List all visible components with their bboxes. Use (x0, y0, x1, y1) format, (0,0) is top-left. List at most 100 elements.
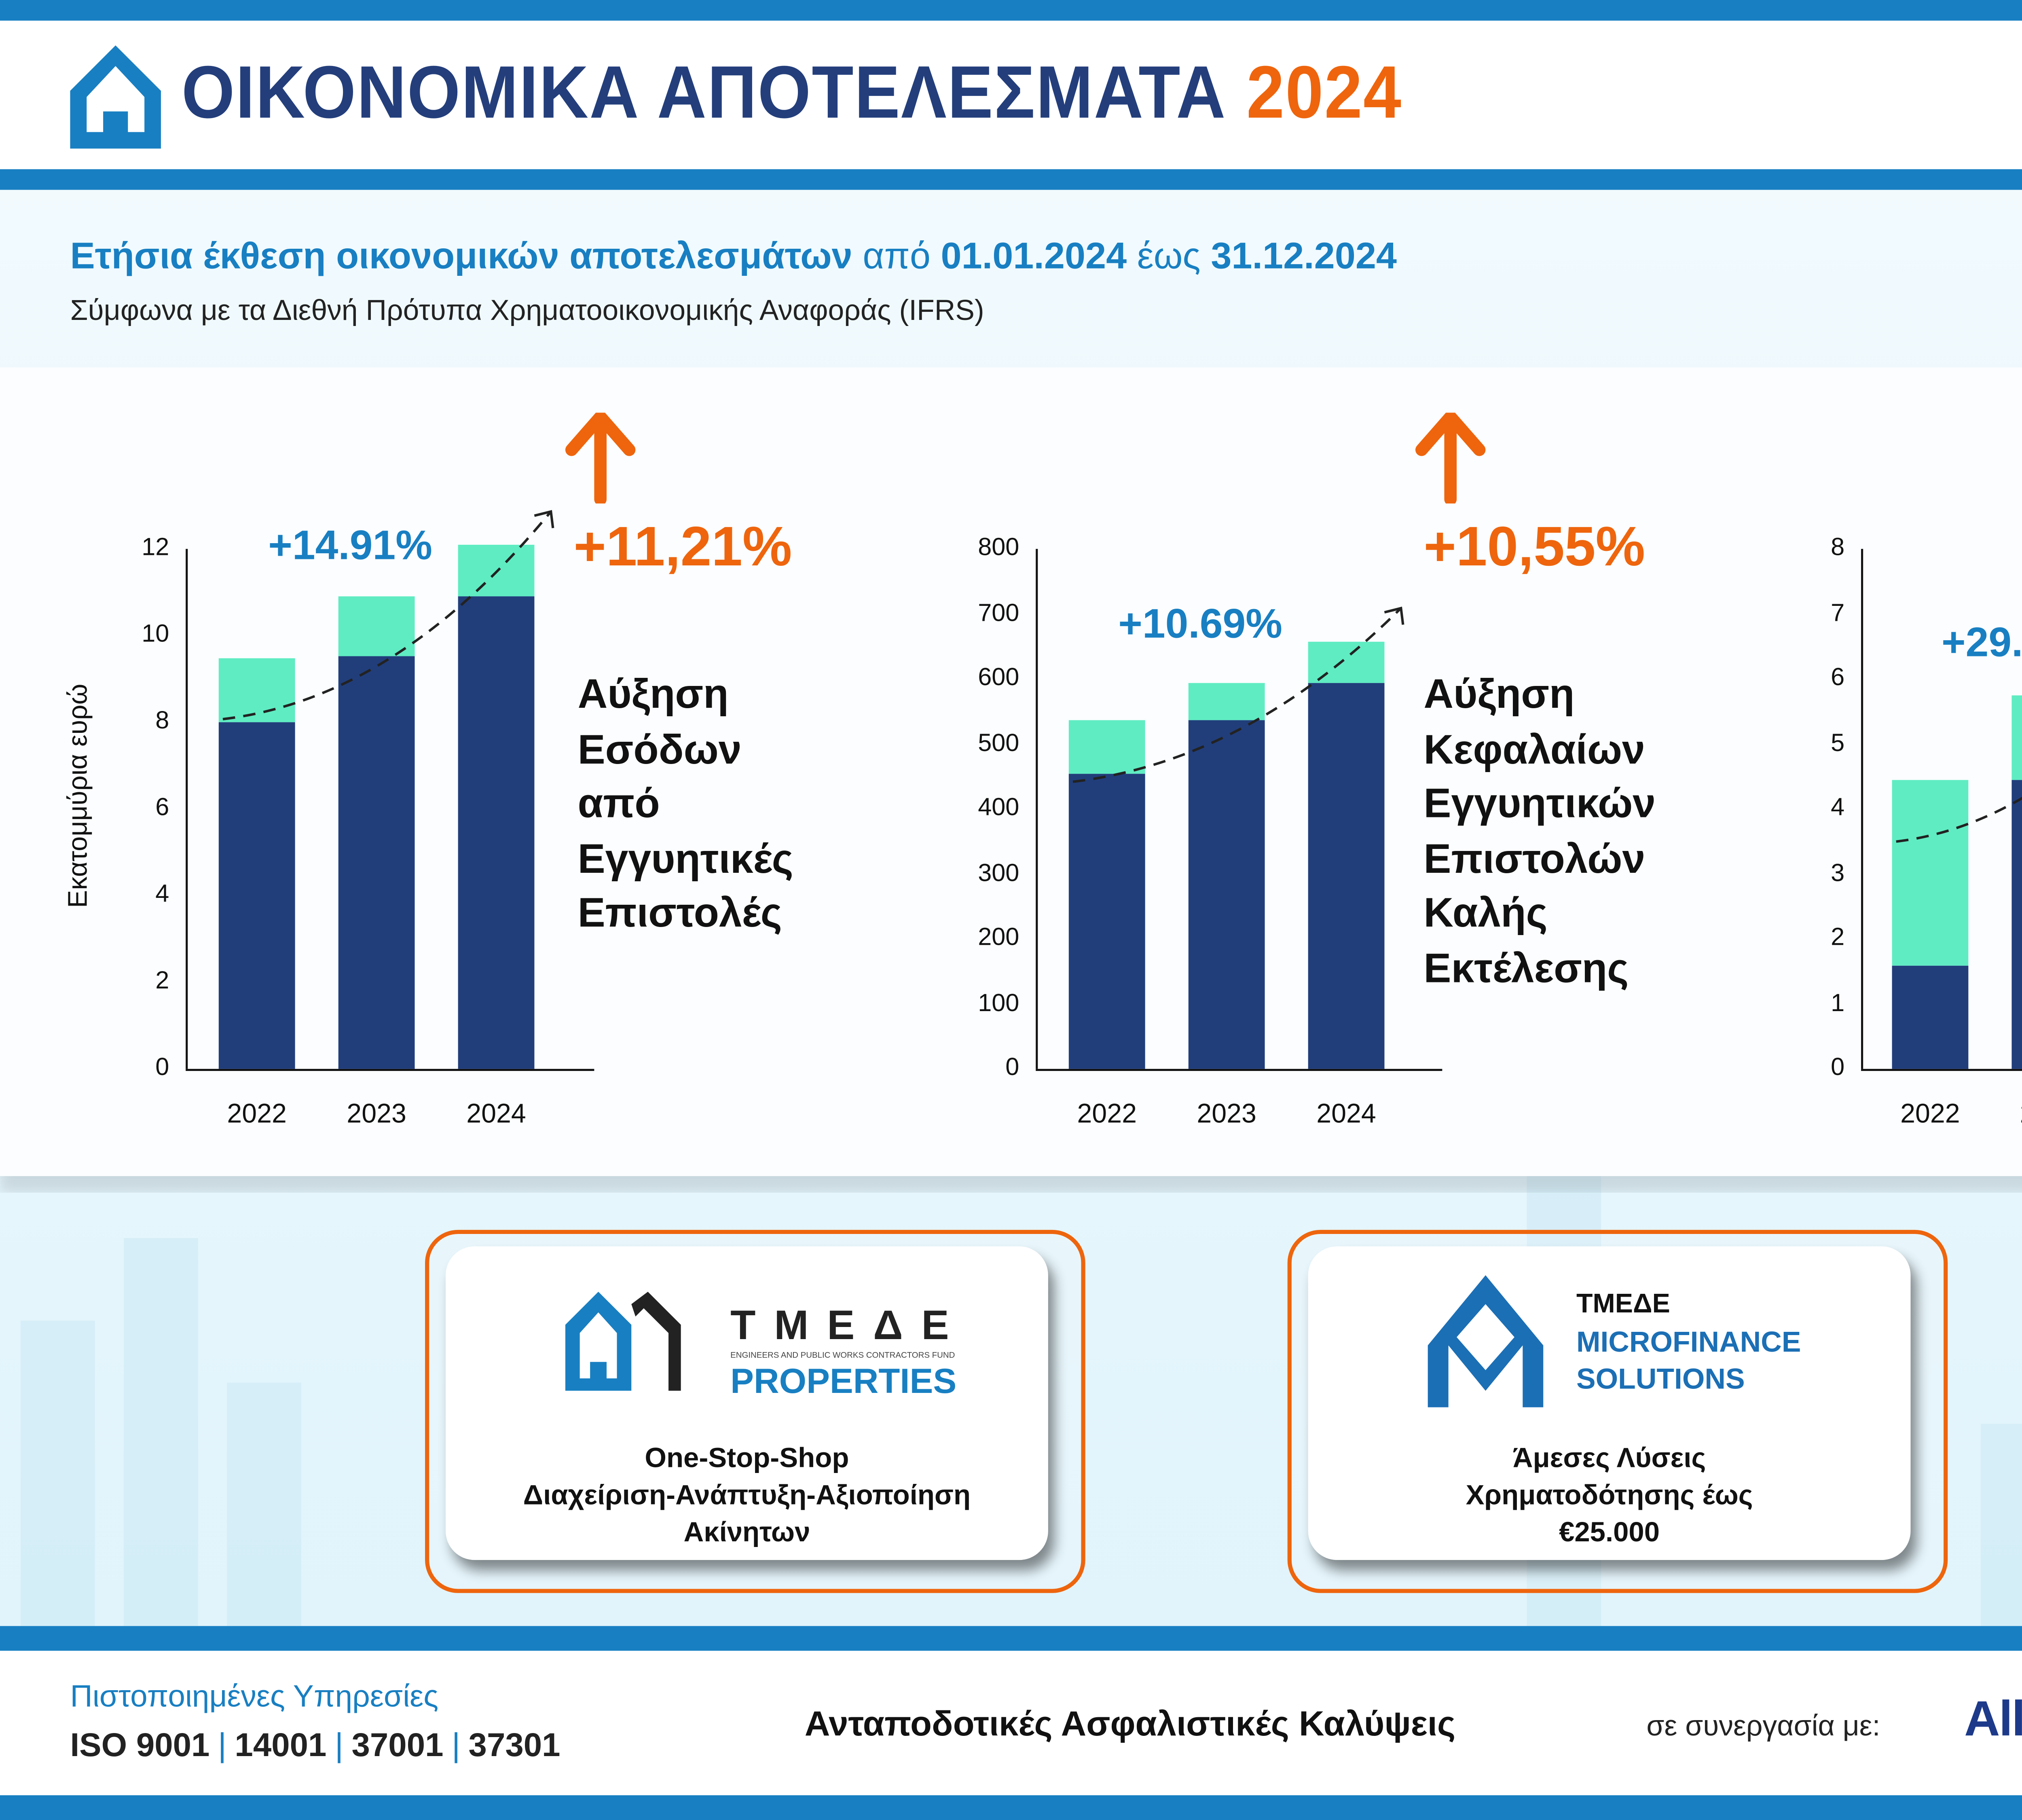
bar-2023 (1188, 682, 1265, 1069)
y-tick-label: 6 (1831, 662, 1845, 692)
bar-segment-base (338, 657, 415, 1069)
properties-logo-sub: PROPERTIES (730, 1362, 957, 1401)
bar-segment-increase (1892, 779, 1969, 965)
bar-segment-increase (338, 596, 415, 657)
y-tick-label: 0 (155, 1052, 169, 1081)
bar-segment-increase (1068, 720, 1145, 773)
bar-2022 (1068, 720, 1145, 1069)
chart-description: Αύξηση Εσόδων από Εγγυητικές Επιστολές (577, 673, 793, 937)
title-year: 2024 (1246, 49, 1402, 134)
x-tick-label: 2022 (1900, 1098, 1960, 1129)
cagr-label: +29.73% (1942, 621, 2022, 667)
y-tick-label: 10 (142, 619, 169, 648)
y-tick-label: 2 (1831, 922, 1845, 952)
x-tick-label: 2022 (227, 1098, 287, 1129)
y-tick-label: 800 (978, 532, 1019, 561)
x-tick-label: 2024 (1316, 1098, 1376, 1129)
x-axis (1036, 1069, 1442, 1072)
y-axis (1861, 549, 1864, 1069)
certifications-title: Πιστοποιημένες Υπηρεσίες (70, 1680, 439, 1715)
bar-segment-base (458, 596, 535, 1069)
x-tick-label: 2023 (1197, 1098, 1256, 1129)
page-title: ΟΙΚΟΝΟΜΙΚΑ ΑΠΟΤΕΛΕΣΜΑΤΑ 2024 (181, 49, 1402, 134)
y-tick-label: 2 (155, 965, 169, 995)
background-bar (21, 1321, 95, 1651)
y-tick-label: 3 (1831, 857, 1845, 887)
cagr-label: +10.69% (1118, 602, 1282, 648)
bar-segment-increase (1188, 682, 1265, 720)
x-tick-label: 2023 (347, 1098, 406, 1129)
y-tick-label: 6 (155, 792, 169, 821)
y-tick-label: 0 (1005, 1052, 1019, 1081)
x-tick-label: 2024 (466, 1098, 526, 1129)
charts-panel (0, 367, 2022, 1177)
card-description: One-Stop-Shop Διαχείριση-Ανάπτυξη-Αξιοπο… (523, 1442, 971, 1548)
certifications-list: ISO 9001 | 14001 | 37001 | 37301 (70, 1729, 560, 1765)
x-tick-label: 2022 (1077, 1098, 1137, 1129)
properties-house-icon (565, 1291, 681, 1391)
microfinance-logo-sub2: SOLUTIONS (1576, 1362, 1745, 1395)
bar-segment-base (1892, 965, 1969, 1069)
card-description: Άμεσες Λύσεις Χρηματοδότησης έως €25.000 (1466, 1442, 1753, 1548)
y-axis (1036, 549, 1038, 1069)
bar-2023 (338, 596, 415, 1069)
cagr-label: +14.91% (268, 524, 432, 570)
growth-percentage: +11,21% (573, 516, 792, 578)
y-tick-label: 500 (978, 727, 1019, 756)
bar-segment-base (1308, 682, 1385, 1069)
footer-top-band (0, 1626, 2022, 1651)
bar-segment-base (2011, 779, 2022, 1069)
allianz-logo: Allianz (1964, 1692, 2022, 1748)
microfinance-logo-icon (1428, 1275, 1544, 1407)
ifrs-note: Σύμφωνα με τα Διεθνή Πρότυπα Χρηματοοικο… (70, 293, 984, 326)
bar-segment-base (1188, 720, 1265, 1069)
bar-2022 (218, 657, 295, 1069)
card-properties: ΤΜΕΔΕ ENGINEERS AND PUBLIC WORKS CONTRAC… (425, 1230, 1085, 1593)
up-arrow-icon (565, 413, 636, 504)
y-tick-label: 4 (1831, 792, 1845, 821)
bar-2024 (458, 544, 535, 1069)
report-subtitle: Ετήσια έκθεση οικονομικών αποτελεσμάτων … (70, 235, 1397, 277)
background-bar (124, 1238, 198, 1651)
card-microfinance: ΤΜΕΔΕ MICROFINANCE SOLUTIONS Άμεσες Λύσε… (1287, 1230, 1948, 1593)
microfinance-logo-sub1: MICROFINANCE (1576, 1325, 1801, 1358)
footer (0, 1651, 2022, 1795)
header (0, 21, 2022, 169)
y-tick-label: 700 (978, 597, 1019, 626)
house-icon (70, 45, 161, 149)
bar-segment-base (1068, 773, 1145, 1069)
growth-percentage: +10,55% (1423, 516, 1646, 578)
bar-segment-increase (218, 657, 295, 722)
header-bottom-band (0, 169, 2022, 190)
bar-2022 (1892, 779, 1969, 1069)
card-body: ΤΜΕΔΕ MICROFINANCE SOLUTIONS Άμεσες Λύσε… (1308, 1246, 1911, 1560)
properties-logo-main: ΤΜΕΔΕ (730, 1304, 968, 1350)
top-band (0, 0, 2022, 21)
y-tick-label: 400 (978, 792, 1019, 821)
card-body: ΤΜΕΔΕ ENGINEERS AND PUBLIC WORKS CONTRAC… (446, 1246, 1048, 1560)
background-bar (1980, 1424, 2022, 1651)
bar-segment-increase (1308, 641, 1385, 682)
y-tick-label: 5 (1831, 727, 1845, 756)
bar-2024 (1308, 641, 1385, 1069)
y-tick-label: 200 (978, 922, 1019, 952)
footer-bottom-band (0, 1795, 2022, 1820)
y-tick-label: 100 (978, 987, 1019, 1016)
y-tick-label: 600 (978, 662, 1019, 692)
y-tick-label: 8 (1831, 532, 1845, 561)
x-tick-label: 2023 (1998, 1098, 2022, 1129)
y-axis (186, 549, 188, 1069)
chart-description: Αύξηση Κεφαλαίων Εγγυητικών Επιστολών Κα… (1423, 673, 1656, 992)
bar-2023 (2011, 695, 2022, 1069)
y-tick-label: 0 (1831, 1052, 1845, 1081)
y-tick-label: 300 (978, 857, 1019, 887)
x-axis (1861, 1069, 2022, 1072)
insurance-label: Ανταποδοτικές Ασφαλιστικές Καλύψεις (804, 1704, 1456, 1744)
properties-logo-tag: ENGINEERS AND PUBLIC WORKS CONTRACTORS F… (730, 1349, 955, 1360)
y-tick-label: 12 (142, 532, 169, 561)
up-arrow-icon (1415, 413, 1486, 504)
